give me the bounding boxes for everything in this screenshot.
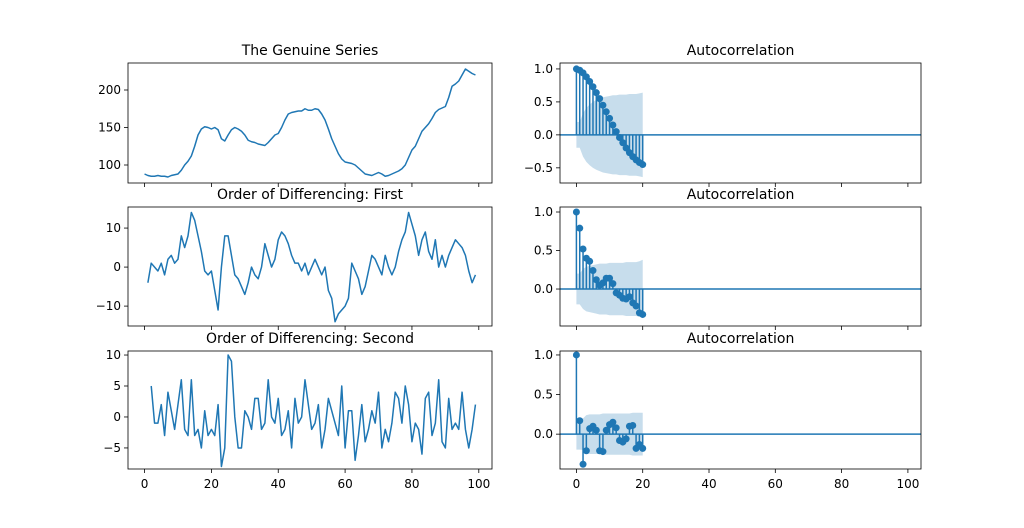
acf-marker xyxy=(625,293,633,301)
subplot-title: Autocorrelation xyxy=(687,187,795,203)
acf-marker xyxy=(586,77,594,85)
x-tick-label: 60 xyxy=(337,477,352,491)
y-tick-label: −5 xyxy=(103,441,121,455)
y-tick-label: 1.0 xyxy=(534,348,553,362)
x-tick-label: 80 xyxy=(404,477,419,491)
acf-marker xyxy=(632,302,640,310)
axes-frame xyxy=(559,206,922,327)
y-tick-label: −0.5 xyxy=(524,161,553,175)
subplot: Autocorrelation 0.0 0.5 1.0 xyxy=(534,187,922,330)
y-tick-label: 0 xyxy=(113,410,121,424)
series-line xyxy=(144,68,476,178)
y-tick-label: 0.5 xyxy=(534,388,553,402)
y-tick-label: 5 xyxy=(113,379,121,393)
acf-marker xyxy=(596,95,604,103)
x-tick-label: 40 xyxy=(701,477,716,491)
x-tick-label: 60 xyxy=(768,477,783,491)
y-tick-label: 1.0 xyxy=(534,62,553,76)
y-tick-label: 10 xyxy=(106,348,121,362)
axes-frame xyxy=(127,350,493,470)
subplot: Autocorrelation −0.5 0.0 0.5 1.0 xyxy=(524,43,922,187)
acf-marker xyxy=(609,121,617,129)
x-tick-label: 100 xyxy=(896,477,919,491)
y-tick-label: 0.0 xyxy=(534,128,553,142)
subplot-title: Order of Differencing: Second xyxy=(206,331,414,347)
acf-marker xyxy=(576,417,584,425)
acf-marker xyxy=(606,274,614,282)
x-tick-label: 40 xyxy=(271,477,286,491)
y-tick-label: 10 xyxy=(106,221,121,235)
y-tick-label: 100 xyxy=(98,158,121,172)
acf-marker xyxy=(622,435,630,443)
axes-frame xyxy=(127,206,493,327)
subplot-title: Autocorrelation xyxy=(687,43,795,59)
acf-marker xyxy=(589,83,597,91)
acf-marker xyxy=(602,108,610,116)
acf-marker xyxy=(609,280,617,288)
x-tick-label: 80 xyxy=(834,477,849,491)
acf-marker xyxy=(576,224,584,232)
y-tick-label: 0 xyxy=(113,260,121,274)
acf-marker xyxy=(599,448,607,456)
acf-marker xyxy=(619,139,627,147)
acf-marker xyxy=(589,267,597,275)
acf-marker xyxy=(639,444,647,452)
acf-marker xyxy=(582,447,590,455)
acf-marker xyxy=(602,426,610,434)
y-tick-label: 0.5 xyxy=(534,95,553,109)
axes-frame xyxy=(559,350,922,470)
x-tick-label: 20 xyxy=(204,477,219,491)
acf-marker xyxy=(612,424,620,432)
x-tick-label: 0 xyxy=(573,477,581,491)
x-tick-label: 20 xyxy=(635,477,650,491)
y-tick-label: 0.0 xyxy=(534,427,553,441)
acf-marker xyxy=(612,128,620,136)
subplot-title: The Genuine Series xyxy=(241,43,379,59)
subplot: Order of Differencing: First −10 0 10 xyxy=(96,187,493,330)
acf-marker xyxy=(579,460,587,468)
y-tick-label: 200 xyxy=(98,83,121,97)
acf-marker xyxy=(572,351,580,359)
x-tick-label: 100 xyxy=(467,477,490,491)
axes-frame xyxy=(127,62,493,184)
acf-marker xyxy=(579,245,587,253)
acf-marker xyxy=(586,257,594,265)
y-tick-label: 1.0 xyxy=(534,205,553,219)
y-tick-label: −10 xyxy=(96,299,121,313)
acf-marker xyxy=(572,208,580,216)
subplot: Autocorrelation 0.0 0.5 1.0 0 20 40 60 80 100 xyxy=(534,331,922,491)
subplot-title: Order of Differencing: First xyxy=(217,187,404,203)
acf-marker xyxy=(592,426,600,434)
acf-marker xyxy=(609,418,617,426)
acf-marker xyxy=(592,276,600,284)
axes-frame xyxy=(559,62,922,184)
subplot: The Genuine Series 100 150 200 xyxy=(98,43,493,187)
acf-marker xyxy=(639,161,647,169)
acf-marker xyxy=(599,101,607,109)
acf-marker xyxy=(639,310,647,318)
x-tick-label: 0 xyxy=(141,477,149,491)
series-line xyxy=(150,354,477,468)
acf-marker xyxy=(629,421,637,429)
acf-marker xyxy=(592,89,600,97)
y-tick-label: 0.0 xyxy=(534,282,553,296)
y-tick-label: 150 xyxy=(98,121,121,135)
subplot-title: Autocorrelation xyxy=(687,331,795,347)
y-tick-label: 0.5 xyxy=(534,244,553,258)
acf-marker xyxy=(606,114,614,122)
series-line xyxy=(147,211,477,323)
acf-marker xyxy=(616,134,624,142)
